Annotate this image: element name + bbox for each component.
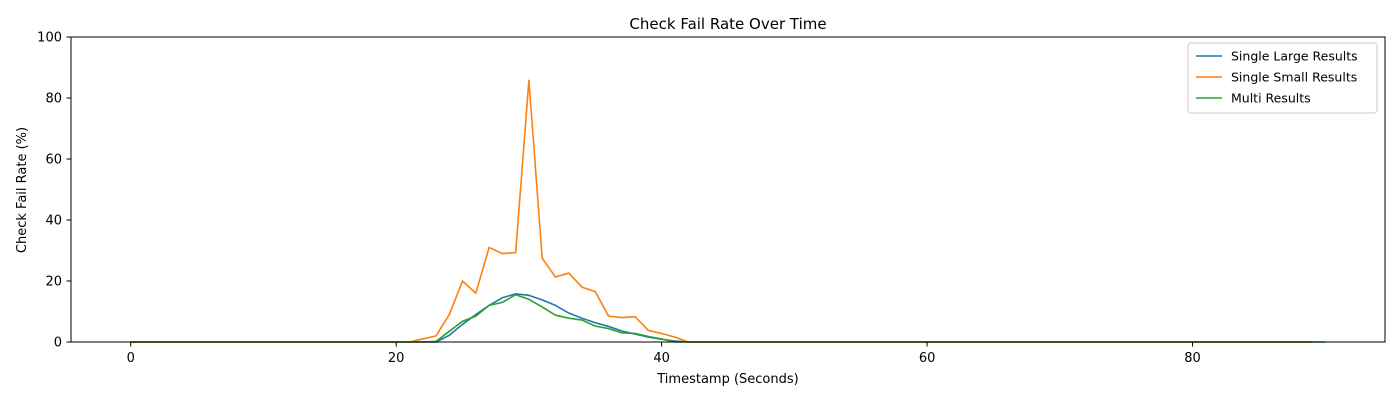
x-tick-label: 0 [127, 351, 135, 366]
series-line-1 [130, 293, 1326, 343]
x-axis-label: Timestamp (Seconds) [656, 372, 798, 387]
y-tick-label: 60 [45, 153, 62, 168]
legend: Single Large Results Single Small Results… [1187, 42, 1378, 114]
series-line-2 [130, 79, 1312, 343]
legend-label-1: Single Large Results [1231, 49, 1358, 64]
series-lines [130, 79, 1326, 343]
y-tick-label: 80 [45, 92, 62, 107]
x-axis: 0 20 40 60 80 [127, 342, 1201, 366]
x-tick-label: 40 [653, 351, 670, 366]
y-axis: 0 20 40 60 80 100 [37, 31, 71, 351]
legend-label-2: Single Small Results [1231, 70, 1357, 85]
legend-box [1187, 42, 1378, 114]
plot-frame [70, 36, 1386, 343]
chart-title: Check Fail Rate Over Time [629, 15, 826, 33]
y-tick-label: 100 [37, 31, 62, 46]
y-tick-label: 40 [45, 214, 62, 229]
x-tick-label: 60 [919, 351, 936, 366]
legend-label-3: Multi Results [1231, 91, 1311, 106]
series-line-3 [130, 293, 1312, 343]
x-tick-label: 80 [1184, 351, 1201, 366]
x-tick-label: 20 [388, 351, 405, 366]
y-tick-label: 20 [45, 275, 62, 290]
y-tick-label: 0 [54, 336, 62, 351]
y-axis-label: Check Fail Rate (%) [15, 127, 30, 253]
